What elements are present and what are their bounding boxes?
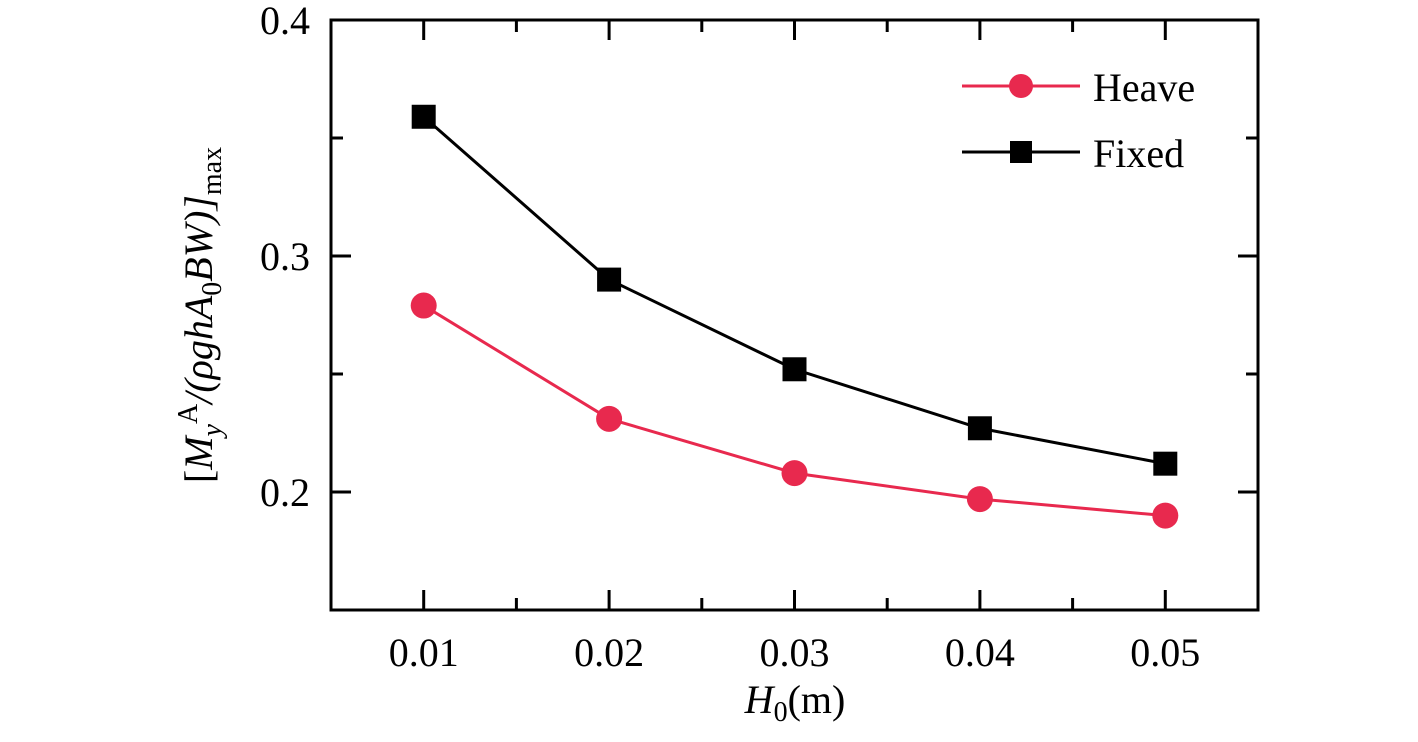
y-axis-title-bracket: [ (176, 470, 221, 483)
y-axis-title-m-sup: A (173, 403, 204, 424)
data-point-fixed (411, 104, 436, 129)
y-axis-title: [MyA/(ρghA0BW)]max (173, 147, 228, 483)
legend-item-fixed: Fixed (962, 131, 1184, 176)
series-layer (410, 104, 1179, 529)
data-point-heave (966, 486, 993, 513)
data-point-heave (781, 460, 808, 487)
x-axis-title-sub: 0 (774, 697, 788, 728)
y-axis-title-tail: BW)] (176, 195, 221, 282)
y-axis-title-m: M (176, 434, 221, 471)
series-heave (410, 292, 1179, 529)
data-point-fixed (597, 267, 622, 292)
x-axis-title-main: H (744, 677, 776, 722)
y-tick-label: 0.3 (260, 234, 310, 279)
x-axis-title-unit: (m) (788, 677, 846, 722)
x-axis-title: H0(m) (744, 677, 846, 728)
series-line-fixed (422, 115, 1166, 466)
y-tick-label: 0.4 (260, 0, 310, 43)
y-axis-title-a-sub: 0 (197, 282, 228, 296)
data-point-fixed (782, 357, 807, 382)
data-point-heave (596, 405, 623, 432)
axis-ticks: 0.01 0.02 0.03 0.04 0.05 0.2 0.3 0.4 (260, 0, 1258, 675)
x-tick-label: 0.01 (389, 630, 459, 675)
data-point-heave (410, 292, 437, 319)
data-point-heave (1152, 502, 1179, 529)
x-tick-label: 0.03 (760, 630, 830, 675)
series-fixed (411, 104, 1178, 476)
x-tick-label: 0.05 (1130, 630, 1200, 675)
legend-label-fixed: Fixed (1093, 131, 1184, 176)
y-axis-title-m-sub: y (197, 423, 228, 439)
y-tick-label: 0.2 (260, 470, 310, 515)
data-point-fixed (1153, 451, 1178, 476)
x-tick-label: 0.02 (574, 630, 644, 675)
y-axis-title-outer-sub: max (197, 147, 228, 195)
data-point-fixed (967, 416, 992, 441)
legend-marker-fixed (1010, 141, 1032, 163)
legend-label-heave: Heave (1093, 65, 1195, 110)
y-axis-title-mid: /(ρghA (176, 295, 221, 406)
legend: Heave Fixed (962, 65, 1195, 176)
legend-item-heave: Heave (962, 65, 1195, 110)
legend-marker-heave (1009, 74, 1033, 98)
x-tick-label: 0.04 (945, 630, 1015, 675)
